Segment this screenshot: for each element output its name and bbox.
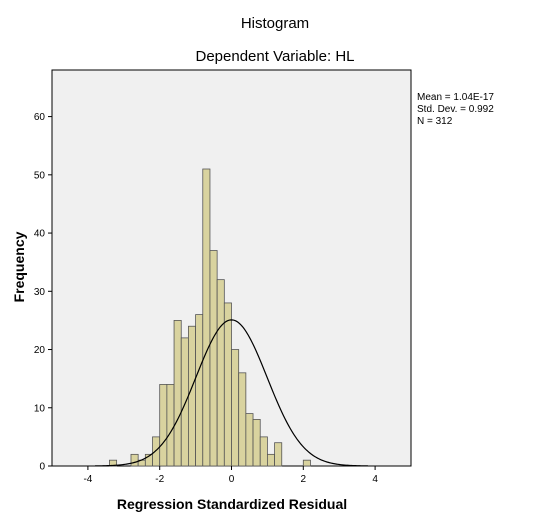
chart-subtitle: Dependent Variable: HL (196, 48, 355, 65)
histogram-bar (302, 459, 311, 467)
y-tick-label: 40 (34, 229, 46, 240)
x-tick-label: -4 (83, 474, 92, 485)
x-tick-label: -2 (155, 474, 164, 485)
histogram-bar (180, 337, 189, 467)
chart-title: Histogram (241, 15, 309, 32)
histogram-bar (216, 279, 225, 467)
x-tick-label: 2 (301, 474, 307, 485)
histogram-bar (209, 250, 218, 467)
histogram-bar (166, 384, 175, 467)
y-tick-label: 0 (39, 462, 45, 473)
histogram-bar (266, 453, 275, 467)
histogram-bar (252, 419, 261, 467)
histogram-bar (130, 453, 139, 467)
stat-std-dev: Std. Dev. = 0.992 (417, 104, 494, 115)
histogram-bar (259, 436, 268, 467)
histogram-bar (245, 413, 254, 467)
y-axis: 0 10 20 30 40 50 60 (34, 112, 52, 473)
y-tick-label: 10 (34, 403, 46, 414)
x-tick-label: 4 (372, 474, 378, 485)
stat-mean: Mean = 1.04E-17 (417, 92, 494, 103)
histogram-bar (188, 325, 196, 467)
y-axis-title: Frequency (11, 231, 27, 302)
histogram-bar (173, 320, 182, 467)
histogram-bar (202, 168, 211, 467)
x-tick-label: 0 (229, 474, 235, 485)
histogram-bar (274, 442, 283, 467)
y-tick-label: 20 (34, 345, 46, 356)
histogram-bar (159, 384, 168, 467)
bars-group (109, 168, 311, 467)
histogram-bar (238, 372, 247, 467)
histogram-bar (231, 349, 240, 467)
y-tick-label: 50 (34, 170, 46, 181)
y-tick-label: 30 (34, 287, 46, 298)
y-tick-label: 60 (34, 112, 46, 123)
x-axis: -4 -2 0 2 4 (83, 466, 378, 485)
histogram-bar (152, 436, 161, 467)
histogram-bar (195, 314, 204, 467)
histogram-bar (223, 302, 232, 467)
normal-curve (95, 319, 368, 467)
x-axis-title: Regression Standardized Residual (117, 496, 347, 512)
stat-n: N = 312 (417, 116, 453, 127)
